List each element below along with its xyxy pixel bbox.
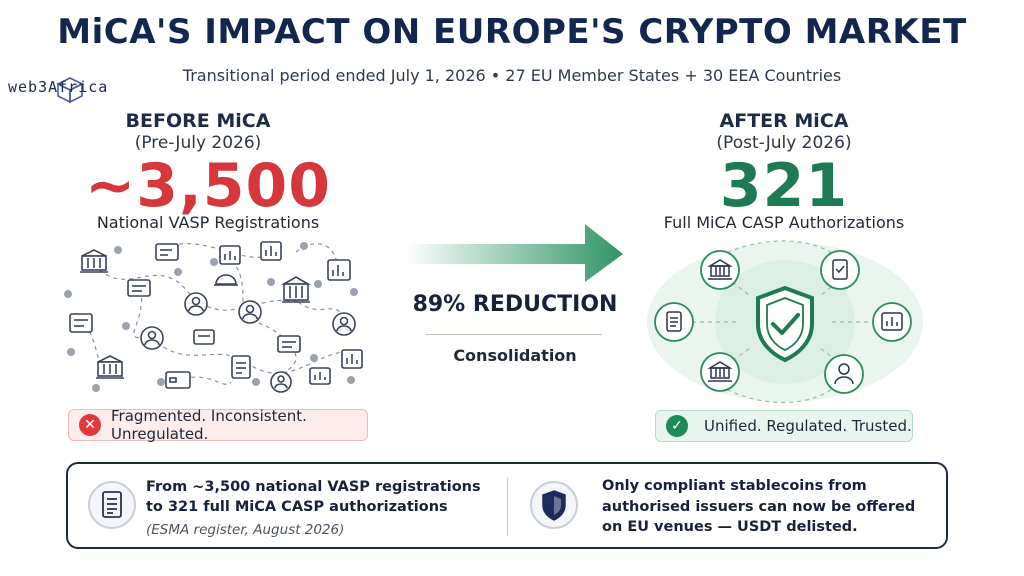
before-status-badge: ✕ Fragmented. Inconsistent. Unregulated.	[68, 407, 368, 443]
document-icon	[231, 355, 251, 379]
chart-icon	[219, 245, 241, 265]
before-label: BEFORE MiCA	[125, 110, 271, 132]
check-icon: ✓	[666, 415, 688, 437]
person-icon	[238, 300, 262, 324]
after-status-badge: ✓ Unified. Regulated. Trusted.	[655, 410, 913, 442]
bank-icon	[80, 249, 108, 273]
bank-icon	[707, 259, 733, 280]
chart-icon	[260, 241, 282, 261]
consolidation-label: Consolidation	[453, 346, 577, 365]
dome-icon	[214, 274, 238, 286]
x-icon: ✕	[79, 414, 101, 436]
summary-divider	[507, 478, 508, 536]
chart-icon	[327, 259, 351, 281]
summary-stablecoin-text: Only compliant stablecoins from authoris…	[602, 478, 916, 536]
fragmented-network-diagram	[64, 241, 363, 393]
dashboard-icon	[193, 329, 215, 345]
after-period: (Post-July 2026)	[716, 133, 852, 153]
after-label: AFTER MiCA	[719, 110, 849, 132]
page-subtitle: Transitional period ended July 1, 2026 •…	[182, 66, 842, 85]
card-icon	[165, 371, 191, 389]
page-title: MiCA'S IMPACT ON EUROPE'S CRYPTO MARKET	[57, 12, 967, 52]
unified-network-diagram	[647, 240, 923, 404]
person-icon	[140, 326, 164, 350]
divider	[426, 334, 602, 335]
chart-icon	[881, 312, 903, 331]
summary-registrations-text: From ~3,500 national VASP registrations …	[146, 479, 481, 516]
before-period: (Pre-July 2026)	[134, 133, 262, 153]
dashboard-icon	[69, 313, 93, 333]
dashboard-icon	[277, 335, 301, 353]
after-status-text: Unified. Regulated. Trusted.	[704, 417, 912, 435]
before-value-label: National VASP Registrations	[96, 213, 320, 232]
after-value-label: Full MiCA CASP Authorizations	[663, 213, 905, 232]
document-icon	[88, 481, 136, 529]
chart-icon	[309, 367, 331, 385]
before-value: ~3,500	[84, 151, 332, 221]
shield-check-icon	[756, 285, 814, 363]
summary-source-note: (ESMA register, August 2026)	[146, 522, 345, 538]
person-icon	[184, 292, 208, 316]
person-icon	[270, 371, 292, 393]
consolidation-arrow	[405, 224, 623, 282]
dashboard-icon	[127, 279, 151, 297]
document-icon	[832, 259, 848, 280]
logo-text: web3Africa	[8, 78, 109, 96]
person-icon	[834, 363, 854, 385]
bank-icon	[707, 361, 733, 382]
shield-icon	[530, 481, 578, 529]
chart-icon	[341, 349, 363, 369]
person-icon	[332, 312, 356, 336]
bank-icon	[281, 276, 311, 303]
brand-logo: web3Africa	[8, 74, 140, 104]
after-value: 321	[719, 151, 849, 221]
logo-cube-icon	[56, 77, 84, 104]
summary-panel: From ~3,500 national VASP registrations …	[66, 462, 948, 549]
bank-icon	[96, 355, 124, 379]
before-status-text: Fragmented. Inconsistent. Unregulated.	[111, 407, 307, 443]
document-icon	[666, 311, 682, 332]
document-icon	[155, 243, 179, 261]
reduction-headline: 89% REDUCTION	[412, 292, 618, 317]
